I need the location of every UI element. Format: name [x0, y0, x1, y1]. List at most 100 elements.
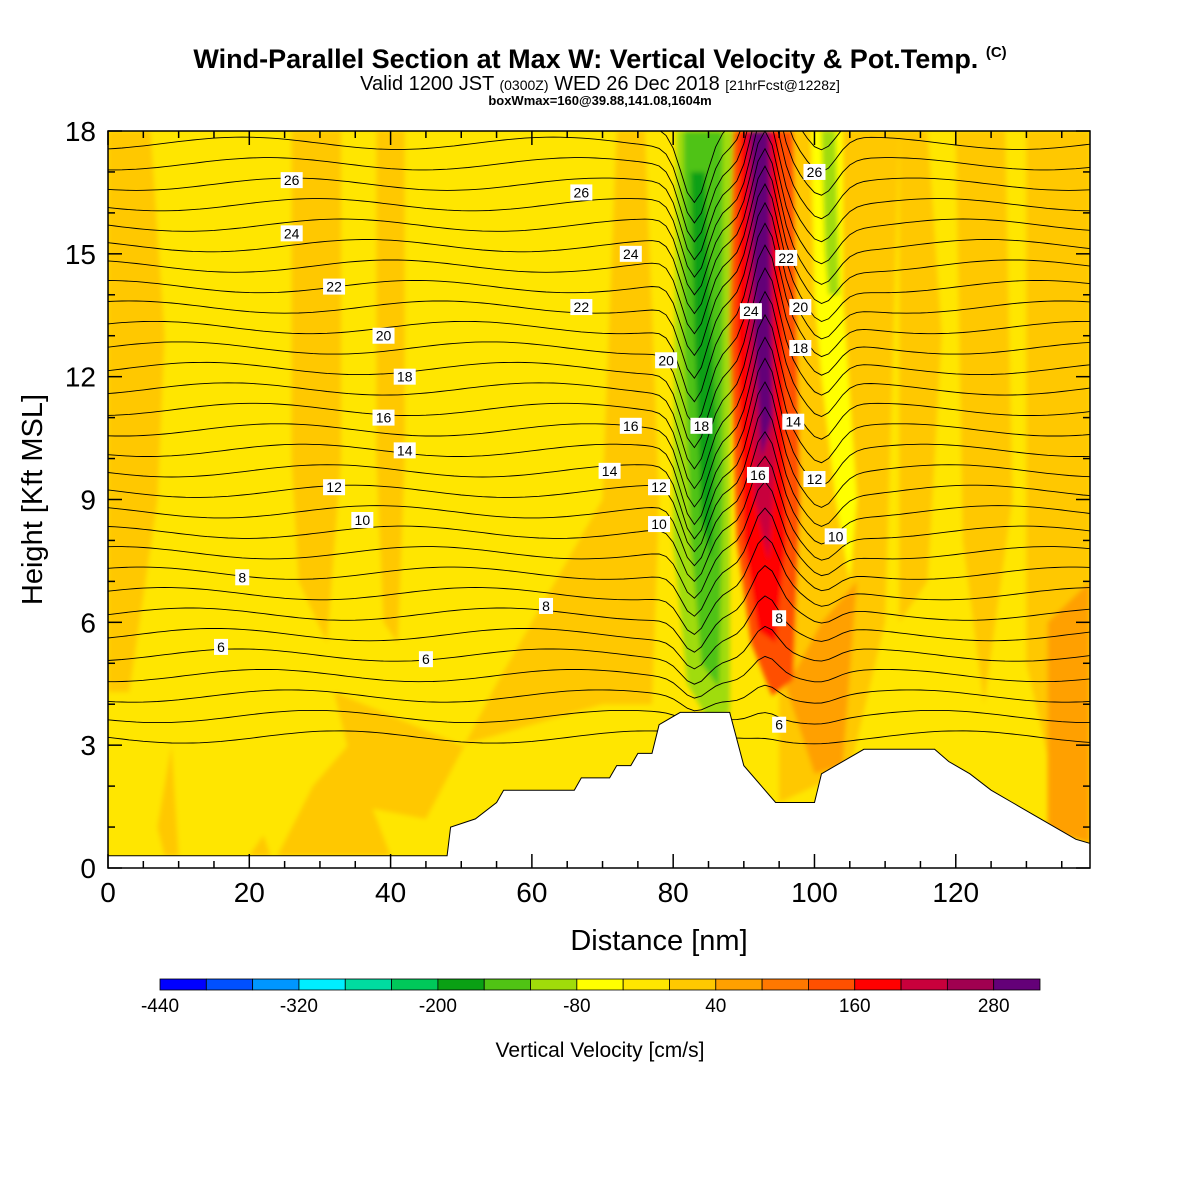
colorbar-label: Vertical Velocity [cm/s]: [496, 1039, 705, 1062]
colorbar-tick-label: 40: [705, 996, 726, 1017]
colorbar-swatch: [946, 978, 995, 991]
theta-label: 16: [376, 410, 392, 426]
theta-contour-line-27: [108, 131, 1090, 261]
theta-contour-line-14: [108, 357, 1090, 526]
updraft-band: [291, 131, 342, 643]
colorbar-tick-label: 160: [839, 996, 871, 1017]
theta-label: 18: [694, 418, 710, 434]
theta-contour-line-21: [108, 201, 1090, 379]
y-tick-label: 18: [65, 116, 96, 147]
theta-label-bg: [372, 409, 395, 426]
colorbar-tick-label: -320: [280, 996, 318, 1017]
theta-label-bg: [619, 417, 642, 434]
colorbar-swatch: [854, 978, 902, 991]
theta-label-bg: [280, 172, 303, 189]
theta-label-bg: [648, 479, 671, 496]
updraft-band: [157, 745, 179, 856]
theta-contour-line-5: [108, 595, 1090, 670]
theta-label-bg: [570, 184, 593, 201]
colorbar-swatch: [344, 978, 392, 991]
y-tick-label: 3: [80, 730, 96, 761]
theta-label: 26: [574, 184, 590, 200]
theta-label: 16: [623, 418, 639, 434]
theta-label: 18: [793, 340, 809, 356]
updraft-band: [277, 745, 391, 856]
theta-label-bg: [648, 516, 671, 533]
colorbar-swatch: [993, 978, 1041, 991]
theta-contour-line-22: [108, 183, 1090, 357]
theta-label-bg: [782, 413, 805, 430]
y-tick-label: 0: [80, 853, 96, 884]
theta-label-bg: [323, 479, 346, 496]
theta-label: 8: [238, 569, 246, 585]
updraft-band: [786, 581, 857, 774]
theta-label: 10: [828, 528, 844, 544]
downdraft-band: [690, 171, 716, 561]
chart-title: Wind-Parallel Section at Max W: Vertical…: [0, 44, 1200, 75]
theta-contour-line-29: [108, 131, 1090, 224]
colorbar-tick-label: -200: [419, 996, 457, 1017]
theta-label: 12: [651, 479, 667, 495]
axis-labels: 0 20 40 60 80 100 120 0 3 6 9 12 15 18 Distance [nm] He…: [17, 116, 979, 957]
theta-label-bg: [393, 368, 416, 385]
colorbar-swatch: [530, 978, 578, 991]
colorbar-swatch: [622, 978, 670, 991]
theta-label: 22: [326, 279, 342, 295]
theta-label: 24: [743, 303, 759, 319]
theta-contour-line-28: [108, 131, 1090, 243]
updraft-band: [334, 131, 660, 819]
updraft-band: [899, 131, 942, 623]
colorbar-swatch: [205, 978, 254, 991]
theta-label: 20: [658, 352, 674, 368]
colorbar-swatch: [761, 978, 809, 991]
theta-label: 22: [574, 299, 590, 315]
theta-label-bg: [824, 528, 847, 545]
theta-label: 18: [397, 369, 413, 385]
theta-contours: [108, 131, 1090, 745]
colorbar: -440 -320 -200 -80 40 160 280 Vertical Velocity…: [141, 978, 1041, 1062]
theta-contour-line-24: [108, 147, 1090, 315]
colorbar-swatch: [576, 978, 624, 991]
theta-label-bg: [280, 225, 303, 242]
y-tick-label: 9: [80, 485, 96, 516]
x-tick-label: 40: [375, 877, 406, 908]
theta-label: 14: [785, 414, 801, 430]
theta-label: 6: [422, 651, 430, 667]
theta-label-bg: [803, 163, 826, 180]
theta-contour-line-1: [108, 709, 1090, 725]
theta-label: 10: [355, 512, 371, 528]
updraft-core: [750, 131, 773, 459]
valid-prefix: Valid 1200 JST: [360, 73, 494, 95]
theta-label-bg: [739, 303, 762, 320]
updraft-band: [108, 131, 165, 692]
theta-label-bg: [351, 511, 374, 528]
theta-label-bg: [619, 245, 642, 262]
colorbar-swatch: [159, 978, 207, 991]
theta-label: 14: [602, 463, 618, 479]
theta-contour-line-18: [108, 267, 1090, 449]
theta-label-bg: [418, 651, 433, 668]
copyright-mark: (C): [985, 44, 1007, 61]
theta-label: 26: [284, 172, 300, 188]
theta-label: 6: [775, 717, 783, 733]
theta-label-bg: [323, 278, 346, 295]
x-tick-label: 100: [791, 877, 838, 908]
theta-label: 10: [651, 516, 667, 532]
updraft-band: [376, 131, 405, 643]
theta-label-bg: [789, 299, 812, 316]
theta-contour-line-0: [108, 730, 1090, 745]
box-info: boxWmax=160@39.88,141.08,1604m: [488, 93, 712, 108]
theta-label-bg: [214, 638, 229, 655]
theta-contour-line-4: [108, 625, 1090, 685]
theta-label-bg: [235, 569, 250, 586]
theta-label-bg: [775, 249, 798, 266]
colorbar-swatch: [808, 978, 856, 991]
colorbar-swatch: [669, 978, 717, 991]
theta-contour-line-17: [108, 290, 1090, 470]
y-tick-label: 12: [65, 362, 96, 393]
theta-contour-line-10: [108, 455, 1090, 582]
theta-contour-line-2: [108, 684, 1090, 712]
theta-contour-line-20: [108, 222, 1090, 403]
theta-label-bg: [746, 466, 769, 483]
theta-contour-line-23: [108, 165, 1090, 335]
